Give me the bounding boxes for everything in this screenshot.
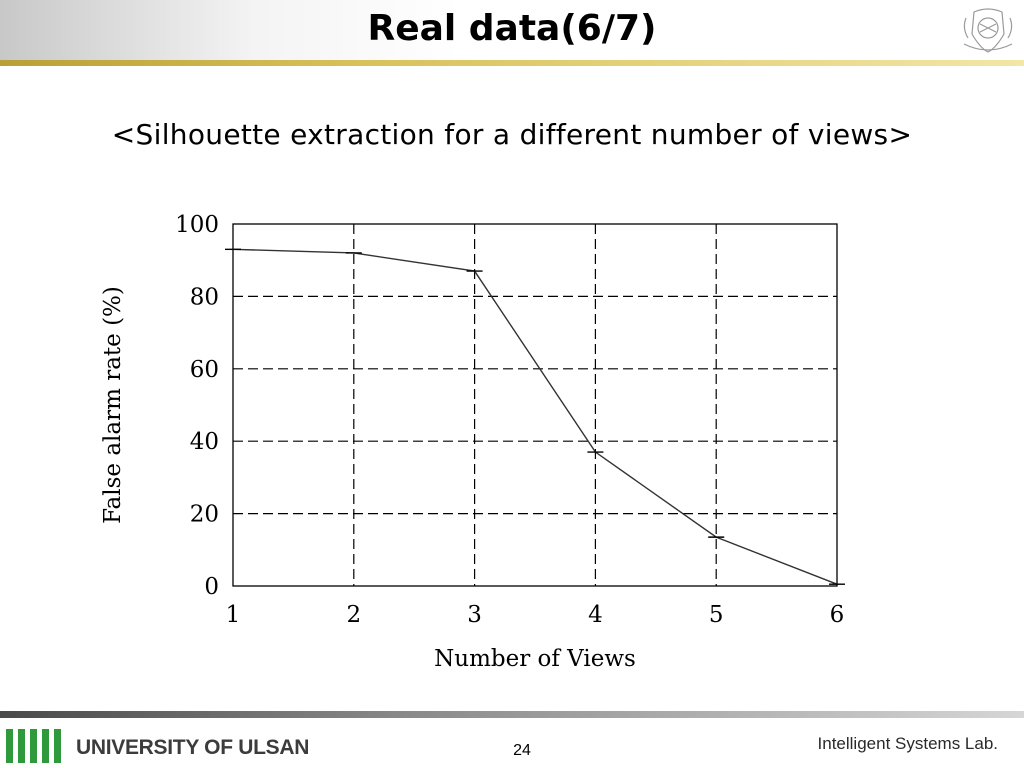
x-axis-label: Number of Views [434,646,636,672]
y-tick-label: 40 [190,429,219,455]
footer-divider [0,711,1024,718]
plot-frame [232,223,838,587]
x-tick-label: 1 [226,602,241,628]
y-tick-label: 60 [190,357,219,383]
title-bar [0,0,1024,62]
page-number: 24 [513,742,531,759]
x-tick-label: 6 [830,602,845,628]
title-underline [0,60,1024,66]
series-line [232,248,838,585]
university-logo-icon [6,729,61,763]
y-axis-label: False alarm rate (%) [100,286,126,524]
university-name: UNIVERSITY OF ULSAN [76,736,310,759]
x-tick-label: 4 [588,602,603,628]
slide-title: Real data(6/7) [367,8,657,49]
x-tick-label: 5 [709,602,724,628]
x-tick-label: 3 [467,602,482,628]
y-tick-label: 80 [190,284,219,310]
university-seal-icon [963,8,1013,53]
x-tick-label: 2 [346,602,361,628]
y-tick-label: 0 [204,574,219,600]
y-tick-label: 100 [175,212,219,238]
y-tick-label: 20 [190,502,219,528]
slide-subtitle: <Silhouette extraction for a different n… [111,118,913,151]
lab-name: Intelligent Systems Lab. [817,734,998,753]
